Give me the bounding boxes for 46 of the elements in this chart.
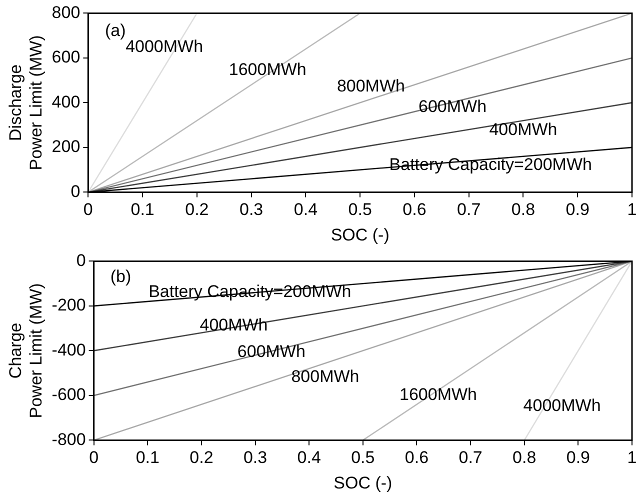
y-axis-title: Charge Power Limit (MW) bbox=[6, 283, 46, 418]
y-tick-label: -200 bbox=[52, 296, 86, 315]
x-tick-label: 0.5 bbox=[348, 200, 372, 220]
annotation: 600MWh bbox=[418, 96, 487, 116]
y-tick-label: -600 bbox=[52, 385, 86, 404]
y-tick-label: -400 bbox=[52, 340, 86, 360]
annotation: 1600MWh bbox=[228, 60, 306, 80]
y-tick-label: 0 bbox=[76, 250, 86, 270]
x-tick-label: 1 bbox=[627, 200, 637, 220]
y-tick-label: 600 bbox=[52, 48, 80, 67]
y-tick-label: 800 bbox=[52, 2, 80, 22]
x-tick-label: 0.1 bbox=[136, 448, 160, 468]
x-tick-label: 0.7 bbox=[458, 448, 482, 468]
x-tick-label: 0.2 bbox=[190, 448, 214, 468]
x-axis-title: SOC (-) bbox=[334, 473, 392, 492]
y-tick-label: 400 bbox=[52, 92, 80, 112]
annotation: 400MWh bbox=[489, 120, 558, 140]
x-tick-label: 0.2 bbox=[185, 200, 209, 220]
x-tick-label: 0.3 bbox=[243, 448, 268, 468]
x-tick-label: 0.4 bbox=[297, 448, 321, 468]
annotation: 1600MWh bbox=[400, 385, 477, 404]
y-tick-label: 0 bbox=[70, 182, 80, 201]
x-tick-label: 0.9 bbox=[566, 448, 590, 468]
y-axis-title: Discharge Power Limit (MW) bbox=[6, 35, 46, 170]
x-tick-label: 0 bbox=[89, 448, 99, 468]
x-tick-label: 0.5 bbox=[351, 448, 375, 468]
x-tick-label: 0.4 bbox=[294, 200, 318, 220]
x-tick-label: 0.9 bbox=[566, 200, 590, 220]
annotation: (a) bbox=[104, 20, 126, 40]
annotation: 600MWh bbox=[237, 342, 306, 362]
x-axis-title: SOC (-) bbox=[330, 225, 390, 244]
y-tick-label: -800 bbox=[52, 430, 86, 449]
annotation: (b) bbox=[110, 266, 132, 286]
annotation: 4000MWh bbox=[523, 396, 601, 415]
x-tick-label: 0.7 bbox=[457, 200, 481, 220]
x-tick-label: 0.8 bbox=[511, 200, 536, 220]
y-tick-label: 200 bbox=[52, 137, 80, 156]
x-tick-label: 0.3 bbox=[239, 200, 264, 220]
x-tick-label: 0.1 bbox=[130, 200, 154, 220]
annotation: 800MWh bbox=[336, 76, 405, 96]
x-tick-label: 0.6 bbox=[404, 448, 429, 468]
annotation: 800MWh bbox=[291, 367, 360, 386]
x-tick-label: 1 bbox=[627, 448, 637, 468]
annotation: 4000MWh bbox=[126, 36, 204, 56]
x-tick-label: 0.8 bbox=[512, 448, 536, 468]
x-tick-label: 0.6 bbox=[402, 200, 426, 220]
